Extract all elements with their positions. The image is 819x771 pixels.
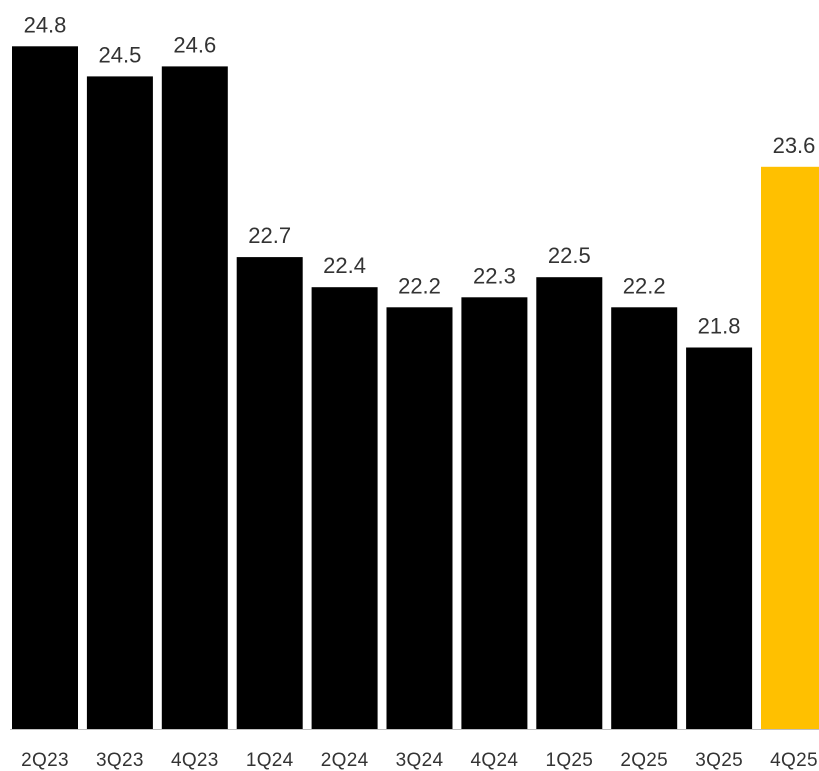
bar-3Q25	[686, 347, 753, 729]
data-label-3Q25: 21.8	[698, 314, 741, 339]
bar-3Q23	[86, 76, 153, 729]
bar-2Q24	[311, 287, 378, 729]
data-label-2Q25: 22.2	[623, 273, 666, 298]
x-tick-label-2Q24: 2Q24	[321, 750, 369, 771]
data-label-4Q24: 22.3	[473, 263, 516, 288]
data-label-1Q25: 22.5	[548, 243, 591, 268]
x-tick-label-2Q25: 2Q25	[620, 750, 668, 771]
data-label-2Q23: 24.8	[24, 12, 67, 37]
data-label-3Q23: 24.5	[98, 42, 141, 67]
bars-group	[12, 46, 819, 730]
data-label-4Q23: 24.6	[173, 32, 216, 57]
bar-2Q23	[12, 46, 78, 730]
value-labels-group: 24.8 24.5 24.6 22.7 22.4 22.2 22.3 22.5 22.2 21.8…	[24, 12, 816, 338]
x-tick-label-3Q23: 3Q23	[96, 750, 144, 771]
data-label-1Q24: 22.7	[248, 223, 291, 248]
x-tick-label-1Q25: 1Q25	[545, 750, 593, 771]
data-label-3Q24: 22.2	[398, 273, 441, 298]
bar-2Q25	[611, 307, 678, 729]
bar-3Q24	[386, 307, 453, 729]
x-tick-label-4Q25: 4Q25	[770, 750, 818, 771]
x-tick-labels-group: 2Q23 3Q23 4Q23 1Q24 2Q24 3Q24 4Q24 1Q25 2Q25 3Q25…	[21, 750, 818, 771]
bar-4Q23	[161, 66, 228, 729]
x-tick-label-3Q25: 3Q25	[695, 750, 743, 771]
x-tick-label-1Q24: 1Q24	[246, 750, 294, 771]
bar-1Q24	[236, 257, 303, 729]
bar-1Q25	[536, 277, 603, 729]
data-label-2Q24: 22.4	[323, 253, 366, 278]
bar-4Q25	[761, 166, 819, 730]
data-label-4Q25: 23.6	[773, 133, 816, 158]
x-tick-label-4Q24: 4Q24	[471, 750, 519, 771]
x-tick-label-3Q24: 3Q24	[396, 750, 444, 771]
bar-4Q24	[461, 297, 528, 729]
x-tick-label-4Q23: 4Q23	[171, 750, 219, 771]
x-tick-label-2Q23: 2Q23	[21, 750, 69, 771]
